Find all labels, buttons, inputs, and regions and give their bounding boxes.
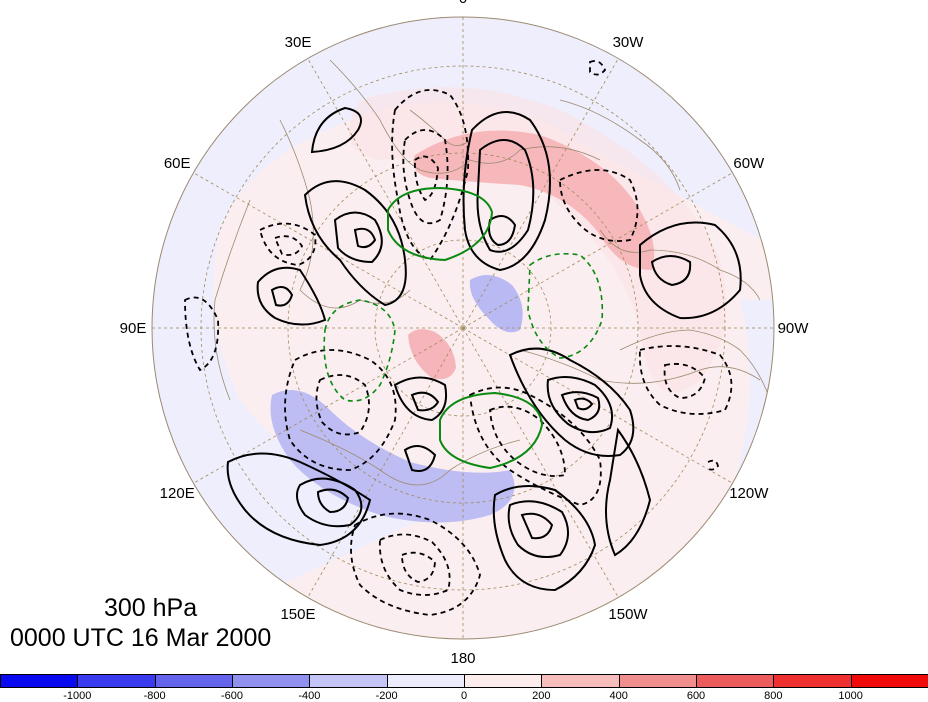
colorbar-tick-label: 800: [764, 690, 783, 702]
shading-pale-red-belt: [348, 87, 727, 393]
colorbar-swatch: [696, 674, 775, 688]
colorbar: [0, 674, 928, 690]
level-title: 300 hPa: [104, 594, 198, 622]
positive-contours: [226, 106, 742, 592]
colorbar-tick-label: -600: [220, 690, 244, 702]
colorbar-swatch: [464, 674, 543, 688]
colorbar-tick-label: -800: [143, 690, 166, 702]
colorbar-swatch: [77, 674, 156, 688]
shading-red-anomaly-north: [413, 130, 655, 270]
colorbar-swatch: [0, 674, 79, 688]
longitude-label-lon-150e: 150E: [280, 606, 315, 623]
longitude-label-lon-120e: 120E: [160, 485, 195, 502]
longitude-label-lon-90w: 90W: [778, 320, 810, 337]
shading-red-anomaly-center: [408, 329, 456, 380]
colorbar-tick-label: 200: [532, 690, 551, 702]
colorbar-swatch: [850, 674, 928, 688]
coastlines: [213, 59, 771, 486]
colorbar-swatch: [618, 674, 697, 688]
colorbar-tick-label: -400: [298, 690, 321, 702]
green-contours: [323, 186, 604, 470]
longitude-label-lon-150w: 150W: [608, 606, 648, 623]
colorbar-tick-label: -1000: [63, 690, 92, 702]
colorbar-swatch: [154, 674, 233, 688]
colorbar-tick-label: 600: [686, 690, 706, 702]
longitude-label-lon-30w: 30W: [613, 34, 645, 51]
colorbar-tick-label: 400: [609, 690, 628, 702]
colorbar-tick-label: -200: [375, 690, 398, 702]
colorbar-swatch: [773, 674, 852, 688]
negative-contours: [184, 60, 733, 616]
shading-pale-blue: [152, 17, 774, 639]
colorbar-tick-label: 1000: [838, 690, 863, 702]
longitude-labels: 0 30W 60W 90W 120W 150W 180 150E 120E 90E 60E 30E: [120, 0, 810, 667]
time-title: 0000 UTC 16 Mar 2000: [10, 624, 272, 652]
colorbar-swatch: [232, 674, 311, 688]
map-boundary: [151, 16, 775, 640]
shading-blue-anomaly-center: [469, 275, 523, 333]
colorbar-swatch: [386, 674, 465, 688]
longitude-label-lon-120w: 120W: [729, 485, 769, 502]
colorbar-swatch: [541, 674, 620, 688]
colorbar-swatch: [309, 674, 388, 688]
colorbar-tick-label: 0: [460, 690, 468, 702]
longitude-label-lon-60e: 60E: [164, 155, 191, 172]
longitude-label-lon-90e: 90E: [120, 320, 147, 337]
longitude-label-lon-0: 0: [459, 0, 467, 7]
longitude-label-lon-60w: 60W: [733, 155, 765, 172]
longitude-label-lon-180: 180: [450, 650, 475, 667]
longitude-label-lon-30e: 30E: [285, 34, 312, 51]
